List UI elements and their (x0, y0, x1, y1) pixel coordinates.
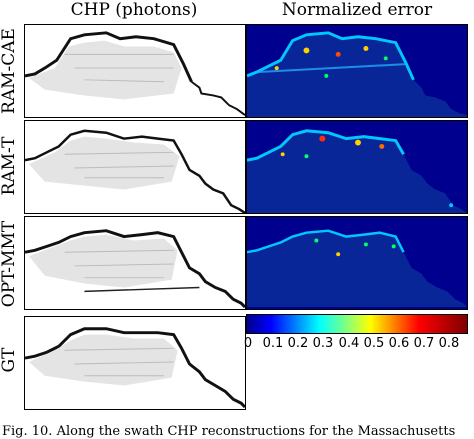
figure-caption: Fig. 10. Along the swath CHP reconstruct… (2, 424, 456, 439)
row-label-opt-mmt: OPT-MMT (0, 220, 19, 308)
chp-panel-gt (24, 316, 246, 410)
colorbar-tick-0: 0 (243, 336, 253, 351)
colorbar-tick-5: 0.5 (363, 336, 385, 351)
error-panel-ram-t (246, 120, 468, 214)
error-panel-opt-mmt (246, 216, 468, 310)
colorbar-tick-4: 0.4 (338, 336, 360, 351)
column-title-chp: CHP (photons) (70, 0, 198, 20)
error-panel-ram-cae (246, 24, 468, 118)
colorbar-tick-2: 0.2 (287, 336, 309, 351)
chp-panel-opt-mmt (24, 216, 246, 310)
colorbar (246, 314, 468, 334)
colorbar-tick-3: 0.3 (312, 336, 334, 351)
row-label-gt: GT (0, 347, 19, 373)
colorbar-tick-6: 0.6 (388, 336, 410, 351)
row-label-ram-cae: RAM-CAE (0, 28, 19, 114)
row-label-ram-t: RAM-T (0, 136, 19, 196)
chp-panel-ram-cae (24, 24, 246, 118)
colorbar-tick-8: 0.8 (438, 336, 460, 351)
chp-panel-ram-t (24, 120, 246, 214)
colorbar-gradient (246, 314, 468, 334)
colorbar-tick-1: 0.1 (262, 336, 284, 351)
colorbar-tick-7: 0.7 (413, 336, 435, 351)
column-title-normalized-error: Normalized error (281, 0, 433, 20)
